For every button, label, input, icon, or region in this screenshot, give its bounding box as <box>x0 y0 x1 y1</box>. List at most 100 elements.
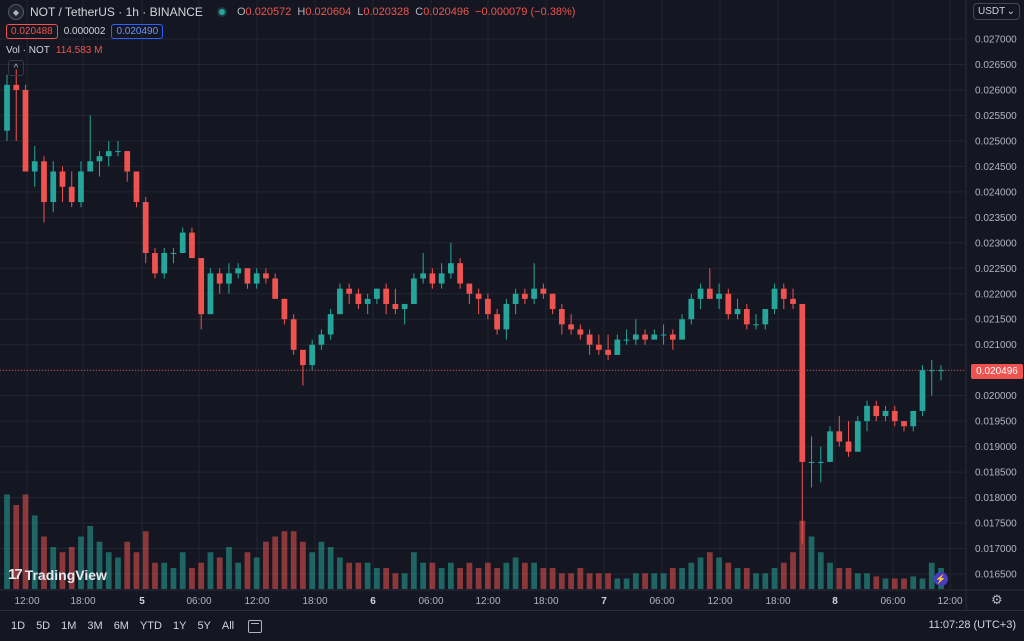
candle-body <box>179 232 186 253</box>
candle-body <box>623 339 630 341</box>
volume-bar <box>13 505 20 589</box>
volume-bar <box>827 562 833 589</box>
candle-body <box>68 186 75 203</box>
volume-bar <box>743 568 750 589</box>
trade-buttons: 0.020488 0.000002 0.020490 <box>6 24 164 39</box>
volume-bar <box>198 562 205 589</box>
volume-bar <box>882 578 889 589</box>
candle-body <box>318 334 325 345</box>
candle-body <box>22 89 29 172</box>
candle-body <box>632 334 639 340</box>
volume-bar <box>725 562 732 589</box>
candle-body <box>540 288 547 294</box>
lightning-icon[interactable]: ⚡ <box>934 572 948 586</box>
clock[interactable]: 11:07:28 (UTC+3) <box>928 619 1016 631</box>
candle-body <box>309 344 316 366</box>
volume-bar <box>845 568 852 589</box>
candle-body <box>50 171 57 203</box>
candle-body <box>96 156 103 162</box>
bottom-toolbar: 1D 5D 1M 3M 6M YTD 1Y 5Y All 11:07:28 (U… <box>0 610 1024 641</box>
volume-bar <box>614 578 621 589</box>
candle-body <box>78 171 84 203</box>
candle-body <box>734 309 741 315</box>
volume-bar <box>679 568 685 589</box>
candle-body <box>420 273 427 279</box>
volume-bar <box>623 578 630 589</box>
volume-bar <box>540 568 547 589</box>
x-tick-label: 18:00 <box>70 596 95 607</box>
range-ytd[interactable]: YTD <box>139 620 162 632</box>
candle-body <box>105 151 112 157</box>
volume-bar <box>928 562 935 589</box>
range-1y[interactable]: 1Y <box>172 620 187 632</box>
candle-body <box>873 405 880 417</box>
y-tick-label: 0.026500 <box>975 60 1017 71</box>
volume-label: Vol · NOT <box>6 45 50 56</box>
volume-bar <box>790 552 796 589</box>
candle-body <box>577 329 584 335</box>
volume-bar <box>558 573 565 589</box>
volume-bar <box>272 536 279 589</box>
candle-body <box>827 431 833 462</box>
range-5y[interactable]: 5Y <box>197 620 211 632</box>
x-tick-label: 12:00 <box>14 596 39 607</box>
x-tick-label: 06:00 <box>880 596 905 607</box>
calendar-icon[interactable] <box>248 619 263 633</box>
candle-body <box>494 314 500 330</box>
volume-bar <box>568 573 574 589</box>
candle-body <box>762 309 769 325</box>
candle-body <box>725 293 732 315</box>
volume-bar <box>253 557 260 589</box>
candle-body <box>605 349 611 355</box>
volume-bar <box>124 541 131 589</box>
volume-bar <box>68 547 75 589</box>
candle-body <box>485 298 491 315</box>
collapse-legend-button[interactable]: ^ <box>8 60 24 76</box>
volume-bar <box>808 536 815 589</box>
volume-legend[interactable]: Vol · NOT 114.583 M <box>6 45 102 56</box>
buy-button[interactable]: 0.020490 <box>111 24 164 39</box>
volume-bar <box>503 562 510 589</box>
range-1m[interactable]: 1M <box>61 620 77 632</box>
x-tick-label: 7 <box>601 596 607 607</box>
volume-bar <box>346 562 353 589</box>
y-tick-label: 0.022500 <box>975 264 1017 275</box>
x-tick-label: 12:00 <box>707 596 732 607</box>
volume-bar <box>411 552 417 589</box>
candle-body <box>790 298 796 304</box>
volume-bar <box>4 494 10 589</box>
volume-bar <box>577 568 584 589</box>
volume-bar <box>392 573 399 589</box>
candle-body <box>142 202 149 253</box>
volume-bar <box>309 552 316 589</box>
range-3m[interactable]: 3M <box>87 620 103 632</box>
sell-button[interactable]: 0.020488 <box>6 24 58 39</box>
range-1d[interactable]: 1D <box>11 620 26 632</box>
candle-body <box>161 253 168 274</box>
range-5d[interactable]: 5D <box>36 620 51 632</box>
range-6m[interactable]: 6M <box>113 620 129 632</box>
currency-label: USDT <box>978 6 1006 17</box>
candle-body <box>429 273 436 284</box>
volume-bar <box>531 562 537 589</box>
candle-body <box>272 278 279 299</box>
y-tick-label: 0.021000 <box>975 340 1017 351</box>
volume-bar <box>401 573 408 589</box>
candlestick-chart[interactable]: 0.027000 0.026500 0.026000 0.025500 0.025000… <box>0 0 1024 610</box>
tradingview-logo[interactable]: 17 TradingView <box>8 566 107 583</box>
volume-bar <box>96 541 103 589</box>
candle-body <box>235 268 242 274</box>
y-tick-label: 0.018500 <box>975 468 1017 479</box>
currency-selector[interactable]: USDT ⌄ <box>973 3 1020 20</box>
gear-icon[interactable]: ⚙ <box>991 592 1003 607</box>
tradingview-mark-icon: 17 <box>8 566 23 583</box>
candle-body <box>346 288 353 294</box>
symbol-title[interactable]: NOT / TetherUS · 1h · BINANCE <box>30 5 203 19</box>
volume-bar <box>207 552 214 589</box>
spread-value: 0.000002 <box>63 26 106 37</box>
y-tick-label: 0.017000 <box>975 544 1017 555</box>
volume-bar <box>235 562 242 589</box>
range-all[interactable]: All <box>221 620 235 632</box>
volume-bar <box>817 552 824 589</box>
market-status-icon[interactable] <box>218 9 225 15</box>
